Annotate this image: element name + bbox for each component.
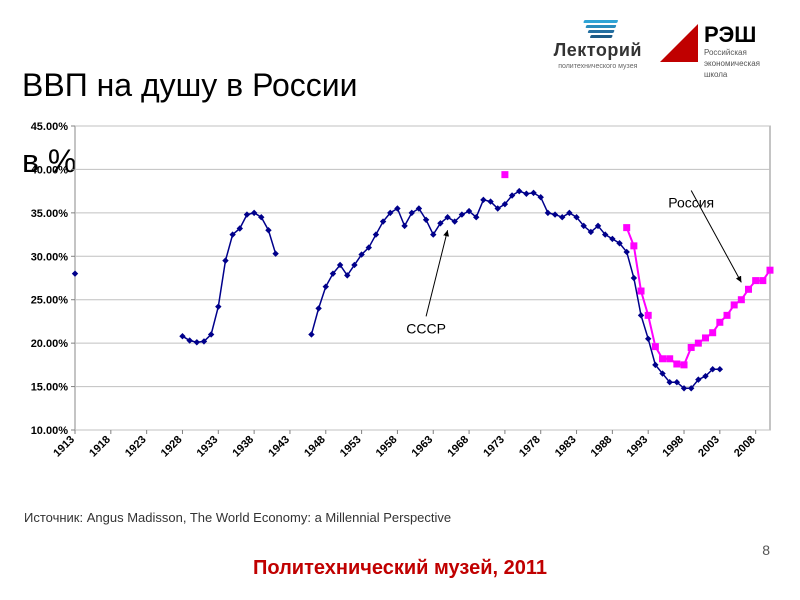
footer-text: Политехнический музей, 2011 (0, 557, 800, 580)
svg-text:1963: 1963 (410, 434, 436, 460)
svg-text:1933: 1933 (195, 434, 221, 460)
svg-text:2003: 2003 (696, 434, 722, 460)
nes-logo-sub2: экономическая (704, 59, 760, 68)
svg-text:1918: 1918 (87, 434, 113, 460)
chart-svg: 10.00% 15.00% 20.00% 25.00% 30.00% 35.00% 40.0… (20, 120, 780, 500)
svg-text:1993: 1993 (625, 434, 651, 460)
nes-logo: РЭШ Российская экономическая школа (660, 20, 760, 79)
svg-text:1928: 1928 (159, 434, 185, 460)
nes-logo-sub3: школа (704, 70, 760, 79)
svg-text:45.00%: 45.00% (31, 121, 69, 133)
lektory-logo: Лекторий политехнического музея (554, 20, 642, 70)
nes-triangle-icon (660, 24, 698, 62)
source-text: Источник: Angus Madisson, The World Econ… (24, 510, 451, 525)
svg-text:1953: 1953 (338, 434, 364, 460)
svg-text:1983: 1983 (553, 434, 579, 460)
svg-text:1973: 1973 (481, 434, 507, 460)
svg-text:СССР: СССР (406, 320, 446, 336)
nes-logo-sub1: Российская (704, 48, 760, 57)
svg-text:1913: 1913 (51, 434, 77, 460)
svg-text:1968: 1968 (445, 434, 471, 460)
gdp-chart: 10.00% 15.00% 20.00% 25.00% 30.00% 35.00% 40.0… (20, 120, 780, 500)
svg-text:2008: 2008 (732, 434, 758, 460)
svg-text:40.00%: 40.00% (31, 164, 69, 176)
lektory-logo-sub: политехнического музея (558, 63, 637, 70)
logo-bar: Лекторий политехнического музея РЭШ Росс… (554, 20, 760, 79)
title-line-1: ВВП на душу в России (22, 67, 358, 103)
svg-text:35.00%: 35.00% (31, 208, 69, 220)
svg-text:20.00%: 20.00% (31, 338, 69, 350)
svg-text:1998: 1998 (660, 434, 686, 460)
svg-text:25.00%: 25.00% (31, 295, 69, 307)
lektory-logo-main: Лекторий (554, 40, 642, 61)
svg-text:1923: 1923 (123, 434, 149, 460)
lektory-bars-icon (578, 20, 619, 38)
svg-text:1938: 1938 (230, 434, 256, 460)
svg-text:Россия: Россия (668, 194, 714, 210)
nes-logo-main: РЭШ (704, 24, 760, 46)
svg-text:1988: 1988 (589, 434, 615, 460)
page-number: 8 (762, 542, 770, 558)
svg-text:30.00%: 30.00% (31, 251, 69, 263)
svg-text:1943: 1943 (266, 434, 292, 460)
svg-text:1978: 1978 (517, 434, 543, 460)
svg-text:1948: 1948 (302, 434, 328, 460)
svg-text:1958: 1958 (374, 434, 400, 460)
svg-text:15.00%: 15.00% (31, 382, 69, 394)
svg-text:10.00%: 10.00% (31, 425, 69, 437)
